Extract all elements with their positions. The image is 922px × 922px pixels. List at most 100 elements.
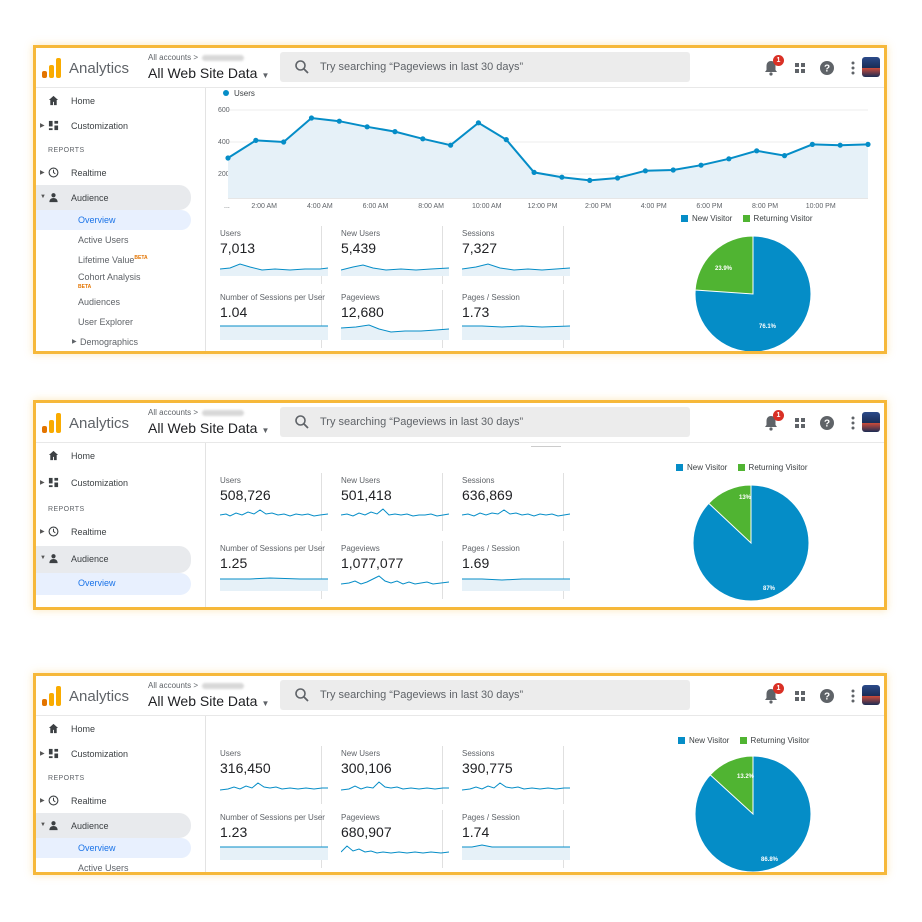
data-point[interactable] [308, 115, 315, 121]
accounts-breadcrumb[interactable]: All accounts > [148, 53, 245, 62]
sidebar-item-customization[interactable]: ▶ Customization [40, 120, 129, 131]
apps-grid-icon[interactable] [791, 59, 809, 77]
data-point[interactable] [614, 175, 621, 181]
sidebar-item-demographics[interactable]: ▶ Demographics [72, 337, 139, 347]
metric-tile-new-users[interactable]: New Users 300,106 [327, 746, 449, 804]
data-point[interactable] [559, 174, 565, 180]
bell-icon[interactable]: 1 [762, 683, 784, 705]
chevron-right-icon: ▶ [40, 480, 45, 486]
property-selector[interactable]: All Web Site Data ▼ [148, 693, 270, 709]
data-point[interactable] [865, 141, 871, 147]
sparkline [341, 575, 449, 585]
sidebar-item-customization[interactable]: ▶ Customization [40, 748, 129, 759]
more-vert-icon[interactable] [844, 414, 862, 432]
data-point[interactable] [781, 153, 788, 159]
metric-tile-new-users[interactable]: New Users 5,439 [327, 226, 449, 284]
avatar[interactable] [862, 412, 880, 432]
metric-tile-pages-per-session[interactable]: Pages / Session 1.74 [448, 810, 570, 868]
metric-tile-pages-per-session[interactable]: Pages / Session 1.73 [448, 290, 570, 348]
help-icon[interactable]: ? [818, 687, 836, 705]
apps-grid-icon[interactable] [791, 414, 809, 432]
data-point[interactable] [392, 129, 398, 135]
data-point[interactable] [587, 177, 593, 183]
more-vert-icon[interactable] [844, 59, 862, 77]
data-point[interactable] [698, 162, 704, 168]
sidebar-item-cohort-analysis[interactable]: Cohort Analysis BETA [78, 272, 141, 290]
data-point[interactable] [809, 141, 815, 147]
metric-tile-pageviews[interactable]: Pageviews 12,680 [327, 290, 449, 348]
sidebar-item-audience[interactable]: ▼ Audience [36, 813, 191, 838]
sidebar-item-lifetime-value[interactable]: Lifetime ValueBETA [78, 255, 148, 265]
avatar[interactable] [862, 685, 880, 705]
returning-visitor-slice[interactable] [694, 235, 754, 295]
data-point[interactable] [726, 156, 732, 162]
metric-tile-new-users[interactable]: New Users 501,418 [327, 473, 449, 531]
returning-visitor-pct: 23.9% [715, 266, 733, 272]
data-point[interactable] [837, 142, 843, 148]
accounts-breadcrumb[interactable]: All accounts > [148, 681, 245, 690]
sparkline [220, 509, 328, 517]
data-point[interactable] [225, 155, 231, 161]
data-point[interactable] [531, 169, 537, 175]
search-input[interactable]: Try searching “Pageviews in last 30 days… [280, 52, 690, 82]
sidebar-item-active-users[interactable]: Active Users [78, 863, 129, 872]
data-point[interactable] [253, 137, 259, 143]
metric-tile-users[interactable]: Users 508,726 [206, 473, 328, 531]
sidebar-item-home[interactable]: Home [36, 88, 205, 113]
sidebar-item-home[interactable]: Home [36, 716, 205, 741]
sidebar-item-audience[interactable]: ▼ Audience [36, 185, 191, 210]
sidebar-item-realtime[interactable]: ▶ Realtime [40, 526, 107, 537]
sidebar-item-realtime[interactable]: ▶ Realtime [40, 795, 107, 806]
bell-icon[interactable]: 1 [762, 55, 784, 77]
data-point[interactable] [475, 120, 482, 126]
search-input[interactable]: Try searching “Pageviews in last 30 days… [280, 680, 690, 710]
sidebar-item-audiences[interactable]: Audiences [78, 297, 121, 307]
metric-tile-pages-per-session[interactable]: Pages / Session 1.69 [448, 541, 570, 599]
data-point[interactable] [754, 148, 760, 154]
sidebar-item-overview[interactable]: Overview [36, 573, 191, 595]
sidebar-item-user-explorer[interactable]: User Explorer [78, 317, 134, 327]
data-point[interactable] [364, 124, 370, 130]
x-tick-label: 10:00 AM [472, 203, 502, 210]
data-point[interactable] [448, 142, 454, 148]
metric-tile-sessions-per-user[interactable]: Number of Sessions per User 1.25 [206, 541, 328, 599]
metric-tile-sessions[interactable]: Sessions 7,327 [448, 226, 570, 284]
metric-tile-sessions[interactable]: Sessions 390,775 [448, 746, 570, 804]
avatar[interactable] [862, 57, 880, 77]
x-tick-label: 4:00 PM [641, 203, 667, 210]
sidebar-item-active-users[interactable]: Active Users [78, 235, 129, 245]
metric-tile-pageviews[interactable]: Pageviews 680,907 [327, 810, 449, 868]
sidebar-item-overview[interactable]: Overview [36, 210, 191, 230]
data-point[interactable] [336, 118, 342, 124]
help-icon[interactable]: ? [818, 59, 836, 77]
returning-visitor-slice[interactable] [708, 484, 752, 545]
data-point[interactable] [281, 139, 287, 145]
more-vert-icon[interactable] [844, 687, 862, 705]
property-selector[interactable]: All Web Site Data ▼ [148, 65, 270, 81]
data-point[interactable] [670, 167, 676, 173]
metric-tile-users[interactable]: Users 316,450 [206, 746, 328, 804]
accounts-breadcrumb[interactable]: All accounts > [148, 408, 245, 417]
property-selector[interactable]: All Web Site Data ▼ [148, 420, 270, 436]
sidebar-item-customization[interactable]: ▶ Customization [40, 477, 129, 488]
sidebar-item-overview[interactable]: Overview [36, 838, 191, 858]
data-point[interactable] [420, 136, 426, 142]
search-input[interactable]: Try searching “Pageviews in last 30 days… [280, 407, 690, 437]
data-point[interactable] [642, 168, 648, 174]
apps-grid-icon[interactable] [791, 687, 809, 705]
metric-tile-sessions-per-user[interactable]: Number of Sessions per User 1.04 [206, 290, 328, 348]
sidebar-item-audience[interactable]: ▼ Audience [36, 546, 191, 573]
returning-visitor-slice[interactable] [709, 755, 754, 816]
sidebar-item-home[interactable]: Home [36, 443, 205, 470]
sidebar: Home ▶ Customization REPORTS ▶ Realtime … [36, 716, 206, 872]
search-icon [295, 60, 309, 74]
metric-tile-sessions[interactable]: Sessions 636,869 [448, 473, 570, 531]
metric-tile-pageviews[interactable]: Pageviews 1,077,077 [327, 541, 449, 599]
metric-tile-users[interactable]: Users 7,013 [206, 226, 328, 284]
sidebar-item-realtime[interactable]: ▶ Realtime [40, 167, 107, 178]
bell-icon[interactable]: 1 [762, 410, 784, 432]
help-icon[interactable]: ? [818, 414, 836, 432]
data-point[interactable] [503, 137, 509, 143]
collapse-handle[interactable] [531, 443, 561, 447]
metric-tile-sessions-per-user[interactable]: Number of Sessions per User 1.23 [206, 810, 328, 868]
